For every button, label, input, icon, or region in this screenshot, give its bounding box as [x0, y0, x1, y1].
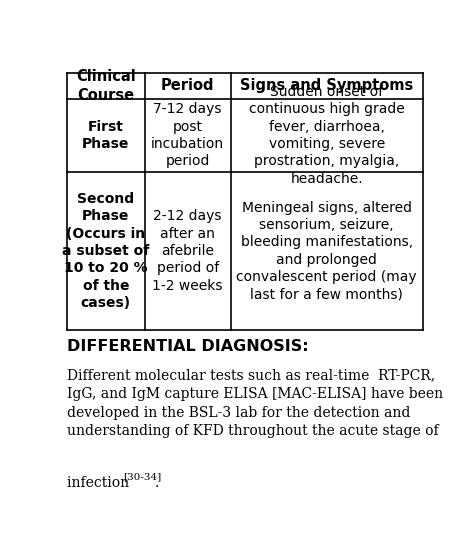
Text: Period: Period [161, 78, 215, 93]
Text: Signs and Symptoms: Signs and Symptoms [240, 78, 413, 93]
Text: Clinical
Course: Clinical Course [76, 69, 136, 103]
Text: DIFFERENTIAL DIAGNOSIS:: DIFFERENTIAL DIAGNOSIS: [66, 339, 308, 354]
Text: Sudden onset of
continuous high grade
fever, diarrhoea,
vomiting, severe
prostra: Sudden onset of continuous high grade fe… [249, 85, 405, 186]
Text: .: . [155, 475, 159, 490]
Text: 2-12 days
after an
afebrile
period of
1-2 weeks: 2-12 days after an afebrile period of 1-… [153, 210, 223, 292]
Text: Different molecular tests such as real-time  RT-PCR,
IgG, and IgM capture ELISA : Different molecular tests such as real-t… [66, 369, 443, 438]
Text: Meningeal signs, altered
sensorium, seizure,
bleeding manifestations,
and prolon: Meningeal signs, altered sensorium, seiz… [237, 201, 417, 301]
Text: infection: infection [66, 475, 133, 490]
Text: Second
Phase
(Occurs in
a subset of
10 to 20 %
of the
cases): Second Phase (Occurs in a subset of 10 t… [62, 192, 149, 310]
Text: First
Phase: First Phase [82, 120, 129, 151]
Text: 7-12 days
post
incubation
period: 7-12 days post incubation period [151, 102, 224, 168]
Text: [30-34]: [30-34] [124, 472, 162, 481]
